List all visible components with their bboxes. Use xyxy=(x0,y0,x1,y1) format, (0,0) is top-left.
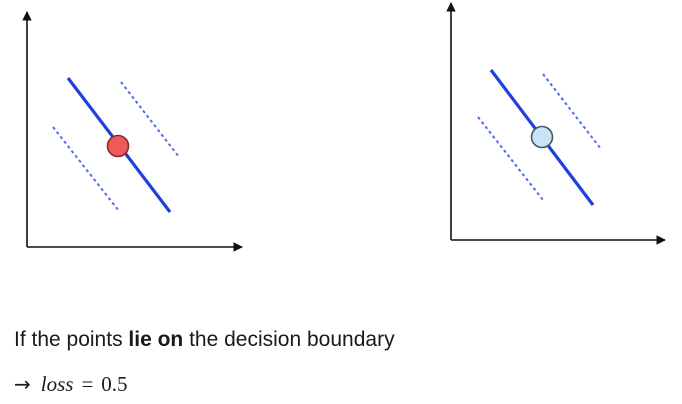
right-diagram xyxy=(446,2,666,245)
caption-emphasis: lie on xyxy=(128,328,184,351)
loss-formula: → loss = 0.5 xyxy=(14,370,128,398)
left-point xyxy=(106,134,130,158)
caption-suffix: the decision boundary xyxy=(183,328,395,351)
right-margin-upper xyxy=(542,73,602,150)
equals-sign: = xyxy=(81,372,94,396)
caption-prefix: If the points xyxy=(14,328,129,351)
loss-variable: loss xyxy=(40,372,74,396)
right-point xyxy=(530,125,554,149)
decision-boundary-diagrams xyxy=(22,2,666,252)
implies-arrow-icon: → xyxy=(14,372,31,396)
left-margin-upper xyxy=(120,81,180,158)
left-diagram xyxy=(22,11,243,252)
loss-value: 0.5 xyxy=(101,372,128,396)
right-margin-lower xyxy=(477,116,544,201)
caption: If the points lie on the decision bounda… xyxy=(14,326,395,354)
